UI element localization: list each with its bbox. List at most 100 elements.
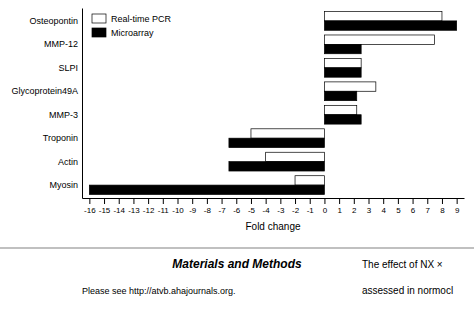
legend-label: Microarray [111,28,154,38]
bar [324,105,356,114]
x-tick-label: -4 [263,206,271,215]
x-tick: -7 [219,198,227,215]
x-tick-mark [236,198,237,204]
x-tick-mark [251,198,252,204]
bar [266,152,325,161]
y-tick: SLPI [58,63,82,73]
legend-item: Real-time PCR [92,14,172,24]
x-tick: -12 [143,198,155,215]
x-tick-label: -14 [113,206,125,215]
x-tick-label: 8 [440,206,445,215]
x-tick-label: 3 [367,206,372,215]
x-tick-mark [398,198,399,204]
x-tick-label: -2 [292,206,300,215]
x-tick-label: -12 [143,206,155,215]
x-tick-mark [178,198,179,204]
y-tick: Actin [58,157,82,167]
y-tick-label: Myosin [49,180,78,190]
legend: Real-time PCR Microarray [92,14,172,38]
y-tick: Glycoprotein49A [11,86,82,96]
chart: -16-15-14-13-12-11-10-9-8-7-6-5-4-3-2-10… [0,0,474,333]
bar [89,185,324,194]
y-tick-label: Glycoprotein49A [11,86,78,96]
x-tick: 6 [411,198,416,215]
legend-swatch [92,14,106,23]
y-tick: Myosin [49,180,82,190]
x-tick: 1 [337,198,342,215]
bar [324,12,442,21]
x-tick-label: -9 [189,206,197,215]
x-tick-mark [266,198,267,204]
x-tick: -11 [158,198,170,215]
x-tick: 3 [367,198,372,215]
x-tick-mark [339,198,340,204]
divider [0,248,474,249]
x-tick-label: 6 [411,206,416,215]
x-tick: 8 [440,198,445,215]
y-axis-line [82,9,83,199]
x-tick-mark [310,198,311,204]
x-tick: -2 [292,198,300,215]
x-tick-mark [427,198,428,204]
bar [324,68,361,77]
y-tick-label: Troponin [43,133,78,143]
bar [324,21,456,30]
y-tick-label: MMP-3 [49,110,78,120]
x-tick: -6 [233,198,241,215]
annotation: The effect of NX × [362,259,443,270]
x-tick: -14 [113,198,125,215]
bar [229,162,325,171]
bar [324,58,361,67]
x-tick-mark [222,198,223,204]
bars [89,12,456,195]
bar [324,44,361,53]
x-tick: -10 [172,198,184,215]
y-tick: MMP-12 [44,39,82,49]
x-tick-label: -3 [277,206,285,215]
bar [324,82,375,91]
bar [324,115,361,124]
x-tick-label: -11 [158,206,170,215]
x-tick-mark [457,198,458,204]
x-tick-mark [163,198,164,204]
x-tick-mark [383,198,384,204]
x-tick-label: 5 [396,206,401,215]
x-tick: -3 [277,198,285,215]
legend-item: Microarray [92,28,154,38]
x-tick-label: 9 [455,206,460,215]
y-axis: OsteopontinMMP-12SLPIGlycoprotein49AMMP-… [11,9,82,199]
x-tick-mark [413,198,414,204]
x-tick: -15 [99,198,111,215]
bar [251,129,324,138]
x-tick-mark [442,198,443,204]
x-axis-line [83,198,465,199]
x-tick-mark [295,198,296,204]
x-tick-mark [133,198,134,204]
x-tick-label: -5 [248,206,256,215]
x-tick: 5 [396,198,401,215]
bar [324,91,356,100]
x-tick-label: 1 [337,206,342,215]
x-tick-mark [324,198,325,204]
x-tick-mark [192,198,193,204]
annotation: Materials and Methods [172,257,302,271]
x-tick-label: -7 [219,206,227,215]
x-tick-label: -8 [204,206,212,215]
x-tick-mark [89,198,90,204]
annotation: Please see http://atvb.ahajournals.org. [82,286,236,296]
x-tick-label: 0 [323,206,328,215]
x-tick: 2 [352,198,357,215]
y-tick-label: SLPI [58,63,78,73]
y-tick: Troponin [43,133,82,143]
bar [324,35,434,44]
x-tick: 9 [455,198,460,215]
x-tick: 4 [381,198,386,215]
x-tick: 7 [426,198,431,215]
x-tick: -1 [307,198,315,215]
x-tick: -16 [84,198,96,215]
bar [229,138,325,147]
x-tick-label: 2 [352,206,357,215]
x-tick: -8 [204,198,212,215]
x-tick-label: -6 [233,206,241,215]
x-axis: -16-15-14-13-12-11-10-9-8-7-6-5-4-3-2-10… [83,198,465,215]
